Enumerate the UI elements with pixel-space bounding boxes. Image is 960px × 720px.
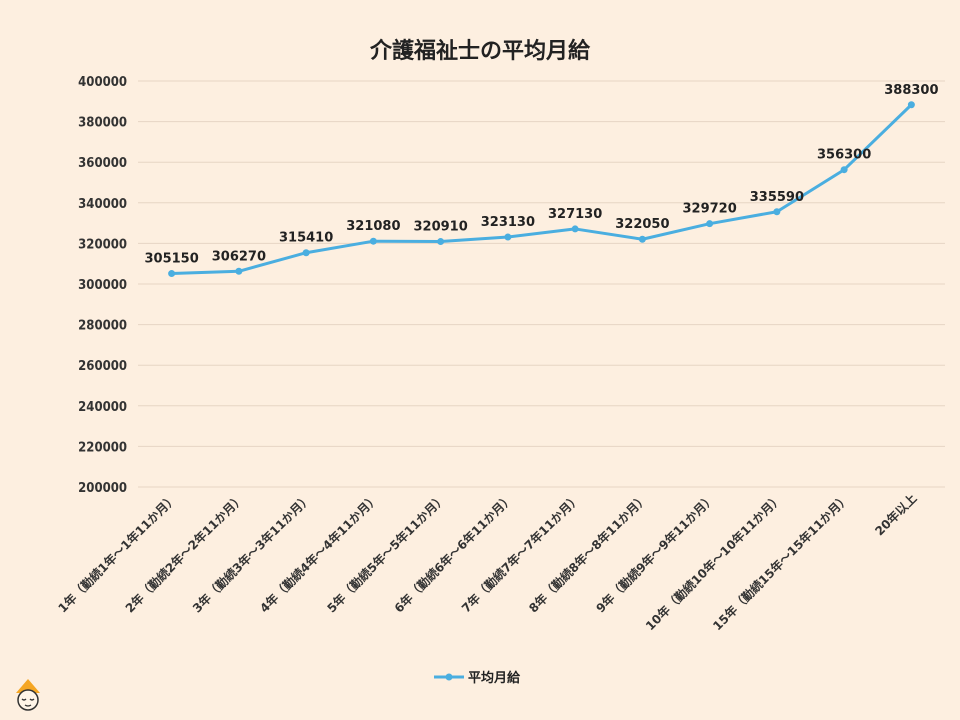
- data-label: 322050: [615, 217, 669, 232]
- data-point: [302, 249, 310, 257]
- x-tick-label: 6年（勤続6年～6年11か月）: [391, 491, 516, 616]
- y-tick-label: 380000: [78, 116, 127, 131]
- gridlines: [138, 80, 945, 488]
- series-line: [170, 103, 913, 276]
- legend-series-name: 平均月給: [468, 670, 521, 686]
- data-label: 327130: [548, 207, 602, 222]
- data-point: [840, 166, 848, 174]
- x-tick-label: 8年（勤続8年～8年11か月）: [526, 491, 651, 616]
- y-axis-ticks: 200000 220000 240000 260000 280000 300000 3200…: [78, 75, 127, 496]
- data-point: [638, 235, 646, 243]
- mascot-logo-icon: [16, 679, 40, 711]
- data-point: [773, 208, 781, 216]
- data-label: 320910: [413, 220, 467, 235]
- y-tick-label: 300000: [78, 278, 127, 293]
- x-tick-label: 5年（勤続5年～5年11か月）: [324, 491, 449, 616]
- legend-point-marker: [445, 673, 453, 681]
- x-tick-label: 4年（勤続4年～4年11か月）: [257, 491, 382, 616]
- data-label: 335590: [750, 190, 804, 205]
- data-label: 329720: [682, 202, 736, 217]
- series-layer: [168, 101, 915, 278]
- data-point: [437, 238, 445, 246]
- data-label: 306270: [212, 249, 266, 264]
- data-label: 305150: [144, 252, 198, 267]
- y-tick-label: 400000: [78, 75, 127, 90]
- data-label: 315410: [279, 231, 333, 246]
- data-label: 388300: [884, 83, 938, 98]
- y-tick-label: 360000: [78, 156, 127, 171]
- data-label: 356300: [817, 148, 871, 163]
- data-point: [235, 267, 243, 275]
- data-point: [706, 220, 714, 228]
- x-axis-ticks: 1年（勤続1年～1年11か月）2年（勤続2年～2年11か月）3年（勤続3年～3年…: [55, 491, 920, 634]
- x-tick-label: 10年（勤続10年～10年11か月）: [642, 491, 785, 634]
- data-point: [369, 237, 377, 245]
- y-tick-label: 340000: [78, 197, 127, 212]
- x-tick-label: 1年（勤続1年～1年11か月）: [55, 491, 180, 616]
- y-tick-label: 200000: [78, 481, 127, 496]
- x-tick-label: 15年（勤続15年～15年11か月）: [710, 491, 853, 634]
- y-tick-label: 220000: [78, 440, 127, 455]
- x-tick-label: 7年（勤続7年～7年11か月）: [458, 491, 583, 616]
- x-tick-label: 3年（勤続3年～3年11か月）: [189, 491, 314, 616]
- data-label: 321080: [346, 219, 400, 234]
- data-point: [504, 233, 512, 241]
- y-tick-label: 240000: [78, 400, 127, 415]
- y-tick-label: 320000: [78, 237, 127, 252]
- data-point: [168, 270, 176, 278]
- data-labels: 305150 306270 315410 321080 320910 323130 3271…: [144, 83, 938, 267]
- y-tick-label: 260000: [78, 359, 127, 374]
- data-point: [571, 225, 579, 233]
- x-tick-label: 20年以上: [872, 491, 920, 539]
- data-point: [907, 101, 915, 109]
- legend: 平均月給: [434, 670, 521, 686]
- y-tick-label: 280000: [78, 319, 127, 334]
- data-label: 323130: [481, 215, 535, 230]
- x-tick-label: 2年（勤続2年～2年11か月）: [122, 491, 247, 616]
- chart-title: 介護福祉士の平均月給: [369, 38, 591, 64]
- x-tick-label: 9年（勤続9年～9年11か月）: [593, 491, 718, 616]
